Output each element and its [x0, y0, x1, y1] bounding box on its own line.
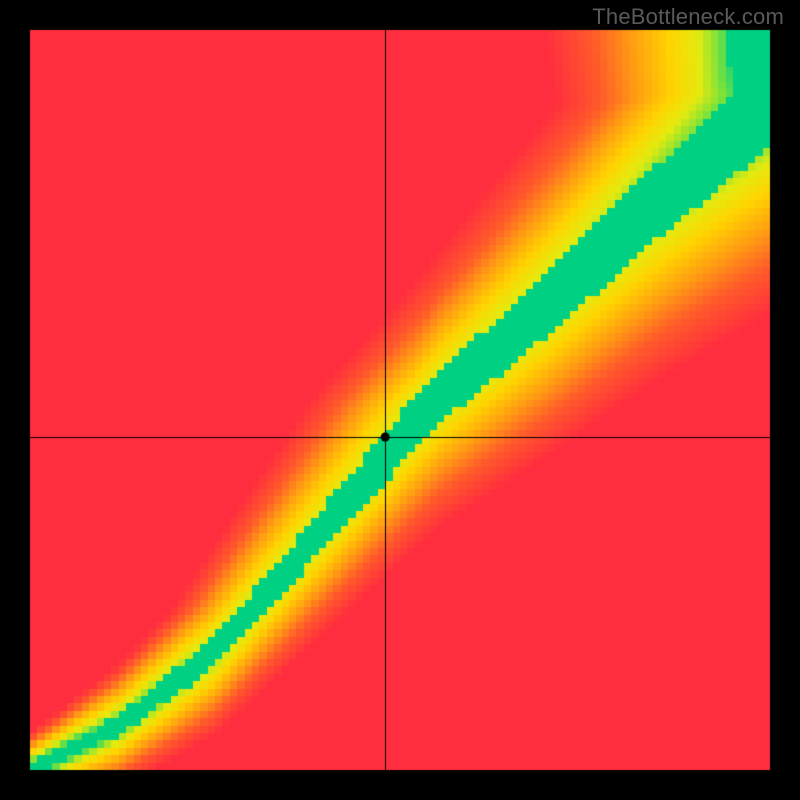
- watermark-text: TheBottleneck.com: [592, 4, 784, 30]
- crosshair-overlay: [0, 0, 800, 800]
- figure-container: TheBottleneck.com: [0, 0, 800, 800]
